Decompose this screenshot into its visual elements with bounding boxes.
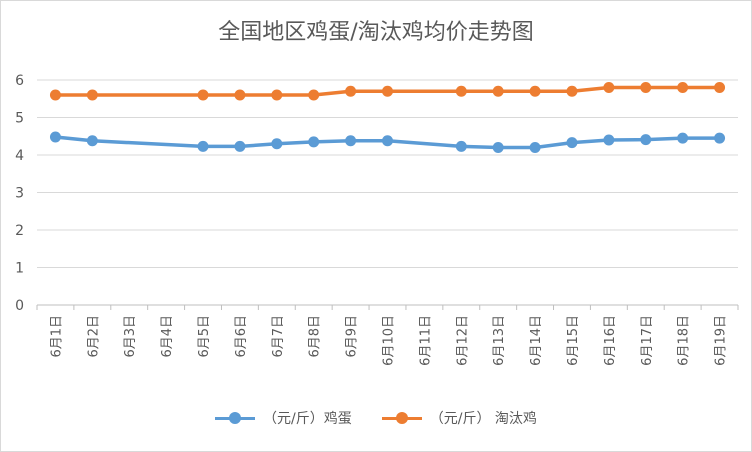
y-tick-label: 6 (15, 73, 24, 89)
x-tick-label: 6月19日 (714, 315, 729, 366)
data-point-series-1 (603, 82, 615, 93)
legend-label-egg: （元/斤）鸡蛋 (263, 411, 352, 427)
legend-item-culled-hen: （元/斤） 淘汰鸡 (381, 408, 537, 428)
x-tick-label: 6月4日 (160, 315, 175, 358)
data-point-series-0 (308, 136, 320, 148)
x-tick-label: 6月14日 (529, 315, 544, 366)
y-tick-label: 3 (15, 186, 24, 202)
x-tick-label: 6月1日 (49, 315, 64, 358)
series-line-0 (53, 135, 722, 150)
data-point-series-1 (234, 89, 246, 101)
data-point-series-0 (271, 138, 283, 150)
x-tick-label: 6月17日 (640, 315, 655, 366)
data-point-series-0 (49, 131, 61, 143)
x-tick-label: 6月11日 (418, 315, 433, 366)
y-tick-label: 5 (15, 111, 24, 127)
data-point-series-0 (603, 134, 615, 146)
data-point-series-0 (382, 135, 393, 147)
data-point-series-0 (234, 140, 246, 152)
y-tick-label: 4 (15, 148, 24, 164)
data-point-series-0 (492, 142, 504, 153)
data-point-series-0 (197, 140, 209, 152)
x-tick-label: 6月15日 (566, 315, 581, 366)
y-tick-label: 2 (15, 223, 24, 239)
data-point-series-0 (455, 140, 467, 152)
y-tick-label: 1 (15, 261, 24, 277)
x-tick-label: 6月3日 (123, 315, 138, 358)
data-point-series-1 (529, 85, 541, 97)
data-point-series-0 (714, 132, 726, 144)
data-point-series-0 (677, 132, 689, 144)
x-tick-label: 6月12日 (455, 315, 470, 366)
x-tick-label: 6月13日 (492, 315, 507, 366)
series-line-1 (53, 85, 722, 97)
data-point-series-1 (640, 82, 652, 93)
data-point-series-1 (677, 82, 689, 93)
data-point-series-1 (345, 85, 357, 97)
data-point-series-0 (529, 142, 541, 153)
x-tick-label: 6月18日 (677, 315, 692, 366)
x-tick-label: 6月9日 (345, 315, 360, 358)
data-point-series-1 (49, 89, 61, 101)
y-tick-label: 0 (15, 298, 24, 314)
chart-title: 全国地区鸡蛋/淘汰鸡均价走势图 (218, 20, 534, 45)
legend-marker-culled-hen (381, 412, 422, 424)
x-tick-label: 6月7日 (271, 315, 286, 358)
data-point-series-1 (566, 85, 578, 97)
legend: （元/斤）鸡蛋 （元/斤） 淘汰鸡 (0, 408, 752, 428)
data-point-series-0 (640, 134, 652, 146)
legend-marker-egg (215, 412, 256, 424)
data-point-series-1 (455, 85, 467, 97)
data-point-series-1 (86, 89, 98, 101)
data-point-series-1 (382, 85, 393, 97)
data-point-series-0 (345, 135, 357, 147)
x-tick-label: 6月6日 (234, 315, 249, 358)
x-tick-label: 6月10日 (382, 315, 397, 366)
x-tick-label: 6月8日 (308, 315, 323, 358)
legend-label-culled-hen: （元/斤） 淘汰鸡 (429, 411, 537, 427)
data-point-series-0 (566, 137, 578, 149)
x-tick-label: 6月16日 (603, 315, 618, 366)
data-point-series-1 (492, 85, 504, 97)
data-point-series-1 (197, 89, 209, 101)
legend-item-egg: （元/斤）鸡蛋 (215, 408, 352, 428)
data-point-series-1 (714, 82, 726, 93)
data-point-series-1 (308, 89, 320, 101)
data-point-series-0 (86, 135, 98, 147)
x-tick-label: 6月5日 (197, 315, 212, 358)
data-point-series-1 (271, 89, 283, 101)
x-tick-label: 6月2日 (86, 315, 101, 358)
